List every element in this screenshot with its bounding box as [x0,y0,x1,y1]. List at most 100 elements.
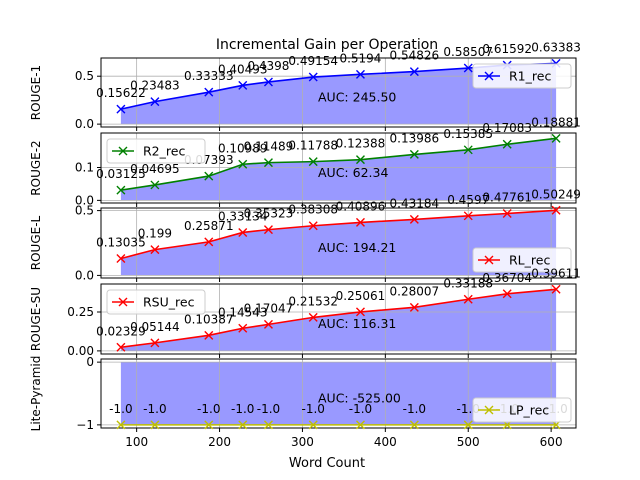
legend-label: RSU_rec [143,295,195,310]
data-label: 0.40493 [218,62,268,76]
data-point-marker [308,420,318,430]
data-point-marker [355,420,365,430]
legend-label: R1_rec [509,69,551,84]
data-point-marker [409,302,419,312]
data-point-marker [238,80,248,90]
data-label: 0.36704 [482,271,532,285]
x-tick-label: 200 [208,435,231,449]
data-point-marker [263,225,273,235]
data-label: 0.17083 [482,121,532,135]
data-point-marker [409,420,419,430]
legend-label: R2_rec [143,144,185,159]
data-label: 0.39611 [531,266,581,280]
data-point-marker [263,319,273,329]
data-label: 0.43184 [390,196,440,210]
data-label: 0.11489 [244,140,294,154]
data-label: -1.0 [403,402,426,416]
data-point-marker [150,97,160,107]
auc-area [120,63,557,125]
data-label: 0.47761 [482,190,532,204]
legend: R2_rec [106,138,206,164]
data-label: 0.49154 [288,54,338,68]
y-tick-label: −1 [76,418,94,432]
y-tick-label: 0.25 [67,305,94,319]
x-tick-label: 300 [291,435,314,449]
data-point-marker [116,420,126,430]
y-tick-label: 0.0 [75,117,94,131]
legend-box [106,138,206,164]
data-label: 0.33188 [443,276,493,290]
data-point-marker [308,312,318,322]
auc-area [120,362,557,425]
x-tick-label: 400 [374,435,397,449]
data-label: 0.40896 [336,199,386,213]
data-point-marker [150,180,160,190]
data-point-marker [463,420,473,430]
y-axis-label: ROUGE-1 [29,65,43,120]
data-label: 0.18881 [531,115,581,129]
data-point-marker [502,209,512,218]
x-tick-label: 600 [540,435,563,449]
auc-area [120,210,557,276]
legend-box [472,63,572,89]
data-point-marker [238,159,248,169]
legend-marker [484,255,494,265]
data-point-marker [502,139,512,149]
data-point-marker [263,158,273,168]
y-tick-label: 0.00 [67,344,94,358]
data-label: 0.33333 [184,69,234,83]
auc-annotation: AUC: 245.50 [318,90,396,105]
data-point-marker [502,289,512,299]
legend-marker [118,297,128,307]
data-point-marker [355,155,365,165]
y-axis-label: Lite-Pyramid [29,356,43,432]
data-label: 0.25871 [184,219,234,233]
data-label: -1.0 [231,402,254,416]
data-point-marker [204,420,214,430]
data-label: 0.63383 [531,40,581,54]
data-label: -1.0 [143,402,166,416]
legend-box [472,397,572,423]
data-label: 0.13986 [390,131,440,145]
data-point-marker [204,237,214,247]
data-point-marker [204,87,214,97]
data-point-marker [355,69,365,79]
legend-box [106,289,206,315]
data-point-marker [150,245,160,255]
y-tick-label: 0.0 [75,193,94,207]
legend-marker [118,146,128,156]
data-label: 0.5194 [339,51,381,65]
y-tick-label: 0.1 [75,161,94,175]
data-point-marker [263,420,273,430]
y-tick-label: 0.5 [75,69,94,83]
data-label: -1.0 [257,402,280,416]
data-label: 0.10387 [184,312,234,326]
data-label: 0.02329 [96,324,146,338]
data-label: 0.35323 [244,207,294,221]
data-point-marker [238,227,248,237]
data-point-marker [551,284,561,294]
y-tick-label: 0 [86,355,94,369]
y-axis-label: ROUGE-SU [29,287,43,351]
auc-area [120,289,557,351]
data-point-marker [204,330,214,340]
data-point-marker [463,63,473,73]
x-axis-label: Word Count [289,456,365,471]
axes-frame [100,207,577,279]
data-label: 0.25061 [336,289,386,303]
data-label: 0.38308 [288,203,338,217]
data-label: 0.05144 [130,320,180,334]
data-label: -1.0 [302,402,325,416]
data-label: 0.17047 [244,301,294,315]
data-label: 0.14543 [218,305,268,319]
data-point-marker [238,323,248,333]
data-label: 0.4398 [247,59,289,73]
data-label: 0.28007 [390,284,440,298]
data-label: -1.0 [109,402,132,416]
data-point-marker [463,145,473,155]
data-label: -1.0 [197,402,220,416]
data-point-marker [551,205,561,215]
